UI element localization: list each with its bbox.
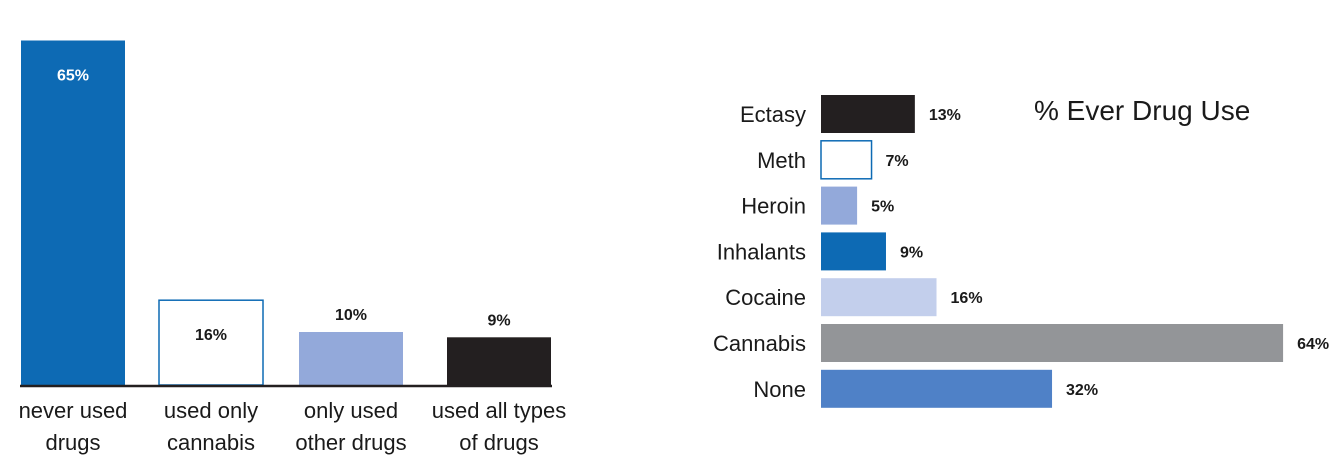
bar-none bbox=[821, 369, 1053, 408]
bar-used-only-cannabis bbox=[158, 299, 264, 386]
bar-meth bbox=[820, 140, 873, 180]
category-label-used-only-cannabis-line1: used only bbox=[164, 398, 258, 423]
category-label-used-only-cannabis-line2: cannabis bbox=[167, 430, 255, 455]
bar-cannabis bbox=[821, 324, 1284, 362]
category-label-never-used-drugs-line2: drugs bbox=[45, 430, 100, 455]
bar-heroin bbox=[821, 186, 858, 225]
value-label-meth: 7% bbox=[886, 153, 909, 170]
bar-only-used-other-drugs bbox=[299, 332, 403, 385]
category-label-meth: Meth bbox=[757, 148, 806, 173]
category-label-none: None bbox=[753, 377, 806, 402]
value-label-none: 32% bbox=[1066, 382, 1098, 399]
category-label-ectasy: Ectasy bbox=[740, 102, 806, 127]
value-label-heroin: 5% bbox=[871, 199, 894, 216]
category-label-only-used-other-drugs-line2: other drugs bbox=[295, 430, 406, 455]
category-label-used-all-types-of-drugs-line2: of drugs bbox=[459, 430, 539, 455]
category-label-only-used-other-drugs-line1: only used bbox=[304, 398, 398, 423]
category-label-never-used-drugs-line1: never used bbox=[19, 398, 128, 423]
chart-title: % Ever Drug Use bbox=[1034, 95, 1250, 126]
bar-inhalants bbox=[821, 232, 886, 271]
category-label-heroin: Heroin bbox=[741, 194, 806, 219]
value-label-ectasy: 13% bbox=[929, 107, 961, 124]
value-label-cocaine: 16% bbox=[951, 290, 983, 307]
bar-ectasy bbox=[821, 95, 915, 133]
value-label-inhalants: 9% bbox=[900, 244, 923, 261]
category-label-cannabis: Cannabis bbox=[713, 331, 806, 356]
category-label-used-all-types-of-drugs-line1: used all types bbox=[432, 398, 567, 423]
value-label-never-used-drugs: 65% bbox=[57, 68, 89, 85]
value-label-used-all-types-of-drugs: 9% bbox=[487, 312, 510, 329]
bar-cocaine bbox=[821, 278, 937, 317]
value-label-only-used-other-drugs: 10% bbox=[335, 307, 367, 324]
category-label-inhalants: Inhalants bbox=[717, 239, 806, 264]
ever-drug-use-bar-chart: % Ever Drug Use Ectasy 13% Meth 7% Heroin 5% I… bbox=[713, 95, 1329, 408]
value-label-used-only-cannabis: 16% bbox=[195, 327, 227, 344]
bar-used-all-types-of-drugs bbox=[447, 337, 551, 385]
category-label-cocaine: Cocaine bbox=[725, 285, 806, 310]
composition-bar-chart: 65% never used drugs 16% used only cannabis 10… bbox=[19, 40, 567, 455]
value-label-cannabis: 64% bbox=[1297, 336, 1329, 353]
bar-never-used-drugs bbox=[21, 40, 125, 385]
